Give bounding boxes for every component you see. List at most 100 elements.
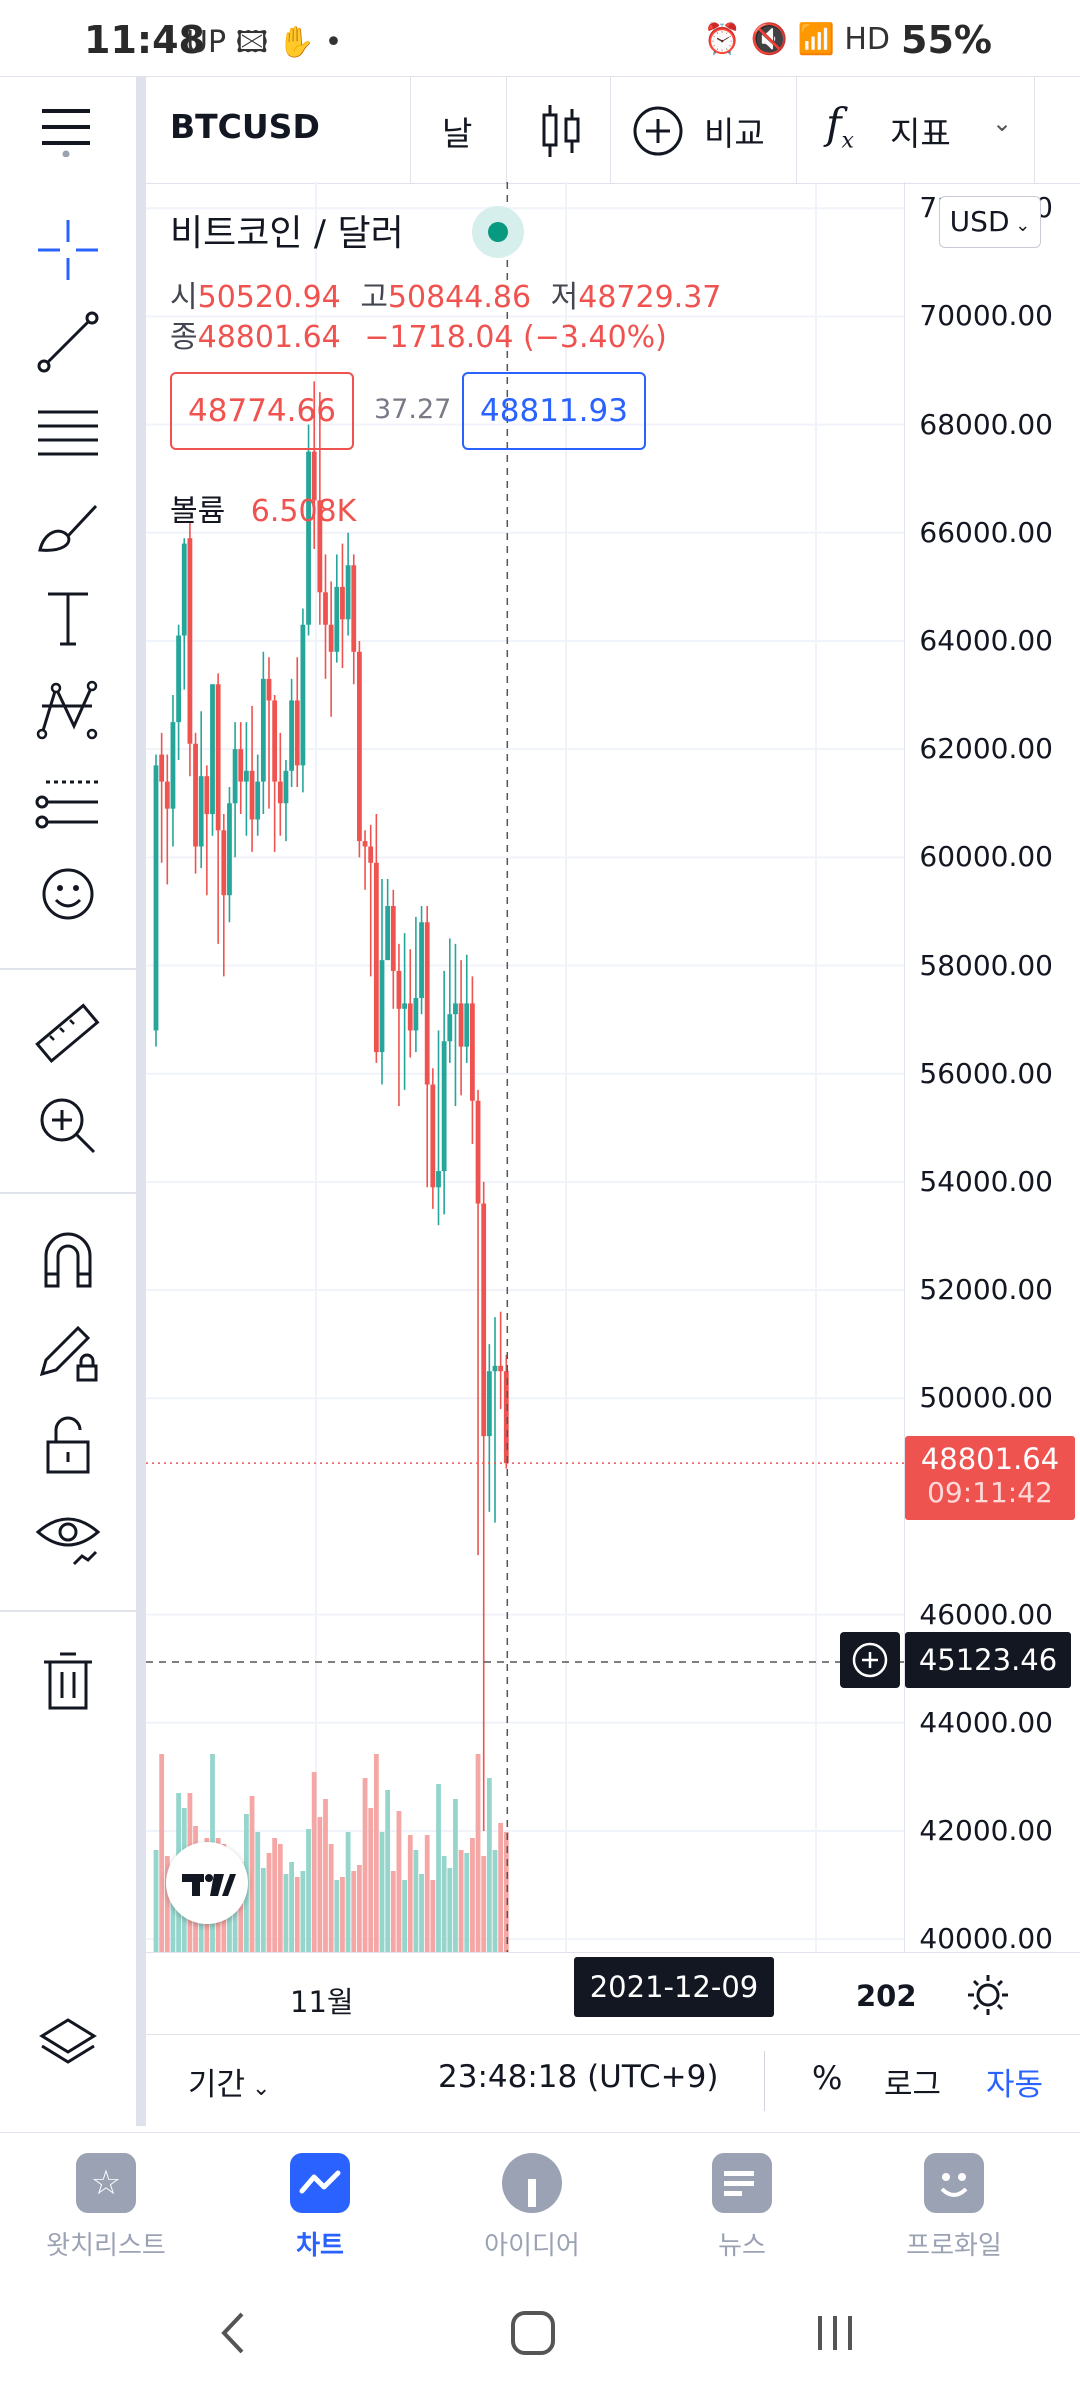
- menu-button[interactable]: [42, 107, 90, 158]
- nav-news[interactable]: 뉴스: [642, 2153, 842, 2262]
- buy-button[interactable]: 48811.93: [462, 372, 646, 450]
- back-icon[interactable]: [212, 2308, 252, 2358]
- candle-body: [396, 970, 402, 1009]
- currency-select[interactable]: USD ⌄: [939, 196, 1041, 248]
- low-value: 48729.37: [578, 280, 722, 315]
- candle-body: [481, 1203, 487, 1437]
- recent-apps-icon[interactable]: [810, 2308, 860, 2358]
- chart-pane[interactable]: 비트코인 / 달러 시50520.94 고50844.86 저48729.37 …: [146, 182, 904, 1952]
- symbol-title: 비트코인 / 달러: [170, 213, 404, 254]
- candle-body: [198, 776, 204, 847]
- crosshair-price-label: 45123.46: [905, 1632, 1071, 1688]
- magnet-icon[interactable]: [34, 1226, 102, 1294]
- home-icon[interactable]: [508, 2308, 558, 2358]
- trend-line-icon[interactable]: [34, 308, 102, 376]
- drawing-toolbar: [0, 182, 136, 2132]
- add-alert-button[interactable]: [840, 1632, 900, 1688]
- volume-bar: [470, 1838, 475, 1952]
- nav-label: 차트: [296, 2231, 344, 2261]
- auto-scale-toggle[interactable]: 자동: [986, 2067, 1044, 2103]
- ruler-icon[interactable]: [34, 1000, 102, 1068]
- news-icon: [712, 2153, 772, 2213]
- volume-bar: [294, 1877, 300, 1952]
- month-label: 11월: [290, 1985, 354, 2019]
- candle-body: [402, 1003, 407, 1009]
- candle-body: [424, 922, 430, 1085]
- candle-body: [204, 776, 210, 815]
- chart-toolbar: BTCUSD 날 비교 fx 지표 ⌄: [0, 76, 1080, 184]
- high-value: 50844.86: [387, 280, 532, 315]
- crosshair-price-value: 45123.46: [918, 1643, 1058, 1677]
- volume-bar: [396, 1811, 402, 1952]
- candle-body: [170, 722, 176, 809]
- volume-bar: [328, 1844, 334, 1952]
- percent-toggle[interactable]: %: [812, 2059, 843, 2097]
- nav-chart[interactable]: 차트: [220, 2153, 420, 2262]
- volume-bar: [486, 1778, 492, 1952]
- battery-level: 55%: [901, 18, 992, 62]
- chevron-down-icon: ⌄: [245, 2076, 271, 2101]
- crosshair-date-value: 2021-12-09: [589, 1970, 759, 2004]
- chart-icon: [290, 2153, 350, 2213]
- volume-bar: [436, 1784, 441, 1952]
- settings-icon[interactable]: [966, 1973, 1010, 2017]
- smile-icon: [924, 2153, 984, 2213]
- time-axis[interactable]: 11월 2021-12-09 202: [146, 1952, 1080, 2035]
- candle-body: [441, 1041, 447, 1172]
- chart-type-button[interactable]: [540, 103, 584, 159]
- trash-icon[interactable]: [34, 1646, 102, 1714]
- candle-body: [413, 997, 419, 1031]
- candle-body: [407, 1003, 413, 1031]
- candle-body: [260, 678, 266, 782]
- nav-label: 뉴스: [718, 2231, 766, 2261]
- candle-body: [362, 841, 368, 847]
- indicators-button[interactable]: fx 지표 ⌄: [826, 99, 1026, 159]
- candle-body: [176, 635, 181, 723]
- spread-value: 37.27: [374, 394, 452, 425]
- compare-button[interactable]: 비교: [632, 103, 792, 159]
- text-tool-icon[interactable]: [34, 584, 102, 652]
- crosshair-icon[interactable]: [34, 216, 102, 284]
- price-tick-label: 64000.00: [919, 623, 1053, 657]
- prediction-icon[interactable]: [34, 768, 102, 836]
- candle-body: [227, 803, 232, 896]
- nav-watchlist[interactable]: ☆ 왓치리스트: [6, 2153, 206, 2262]
- visibility-icon[interactable]: [34, 1502, 102, 1570]
- volume-bar: [153, 1850, 159, 1952]
- interval-button[interactable]: 날: [442, 114, 473, 153]
- candle-body: [453, 1003, 458, 1015]
- candle-body: [323, 592, 328, 625]
- symbol-button[interactable]: BTCUSD: [170, 107, 320, 146]
- fib-retracement-icon[interactable]: [34, 400, 102, 468]
- candle-body: [357, 651, 362, 842]
- price-axis[interactable]: 72000.0070000.0068000.0066000.0064000.00…: [904, 182, 1080, 1955]
- nav-profile[interactable]: 프로화일: [854, 2153, 1054, 2262]
- unlock-icon[interactable]: [34, 1410, 102, 1478]
- nav-label: 왓치리스트: [46, 2231, 166, 2261]
- volume-bar: [357, 1865, 362, 1952]
- zoom-in-icon[interactable]: [34, 1092, 102, 1160]
- open-label: 시: [170, 280, 198, 315]
- lock-drawing-icon[interactable]: [34, 1318, 102, 1386]
- volume-bar: [164, 1856, 170, 1952]
- log-toggle[interactable]: 로그: [884, 2067, 942, 2103]
- clock-timezone[interactable]: 23:48:18 (UTC+9): [438, 2059, 719, 2095]
- volume-bar: [419, 1874, 424, 1952]
- status-icons: ⏰ 🔇 📶 HD: [703, 22, 890, 57]
- volume-bar: [334, 1880, 340, 1952]
- notification-icons: UP 🖾 ✋ •: [186, 25, 343, 60]
- candle-body: [498, 1365, 504, 1372]
- candle-body: [164, 781, 170, 809]
- pattern-icon[interactable]: [34, 676, 102, 744]
- volume-bar: [362, 1778, 368, 1952]
- candle-body: [492, 1365, 498, 1372]
- emoji-icon[interactable]: [34, 860, 102, 928]
- sell-button[interactable]: 48774.66: [170, 372, 354, 450]
- candle-body: [300, 624, 306, 766]
- candle-body: [475, 1100, 481, 1204]
- layers-icon[interactable]: [34, 2010, 102, 2078]
- price-tick-label: 60000.00: [919, 840, 1053, 874]
- nav-ideas[interactable]: 아이디어: [432, 2153, 632, 2262]
- date-range-button[interactable]: 기간 ⌄: [188, 2059, 270, 2104]
- brush-icon[interactable]: [34, 492, 102, 560]
